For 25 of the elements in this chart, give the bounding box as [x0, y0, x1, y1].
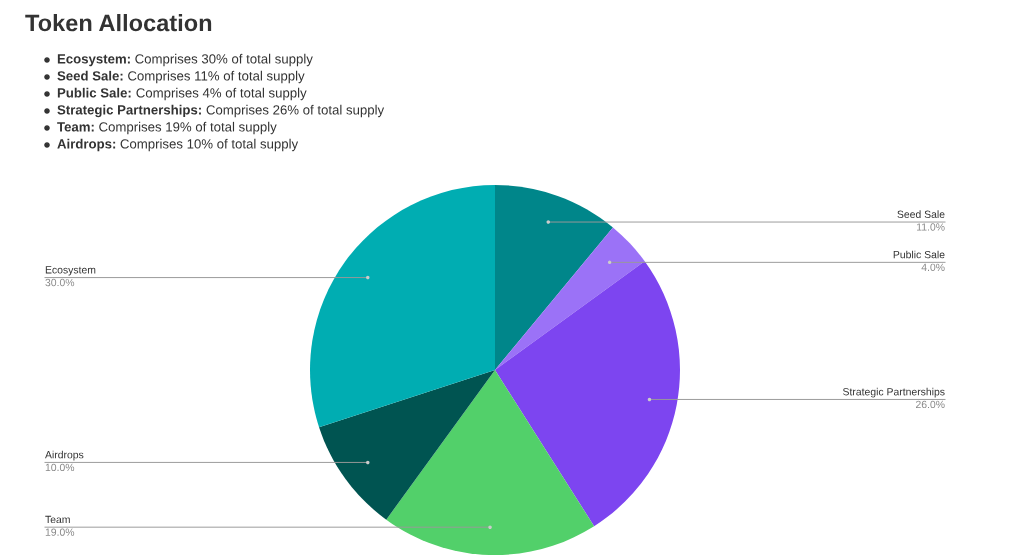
slice-label: Seed Sale: [897, 210, 945, 218]
text: Ecosystem: Comprises 30% of total supply: [57, 53, 313, 67]
data-label: 11.0%: [917, 223, 945, 231]
slice-label: Strategic Partnerships: [843, 387, 945, 398]
data-label: 19.0%: [45, 528, 75, 536]
slice-label: Ecosystem: [45, 266, 96, 276]
chart-title: Token Allocation: [25, 14, 212, 32]
data-label: 26.0%: [915, 400, 945, 409]
text: Public Sale: Comprises 4% of total supply: [57, 87, 307, 101]
pie-slice: [319, 370, 495, 520]
pie-slice: [310, 185, 495, 428]
text: Team: Comprises 19% of total supply: [57, 121, 277, 135]
text: Strategic Partnerships: Comprises 26% of total supply: [57, 104, 385, 118]
pie-slice: [495, 185, 613, 370]
pie-slice: [495, 261, 680, 527]
text: Airdrops: Comprises 10% of total supply: [57, 138, 299, 152]
slice-label: Airdrops: [45, 450, 84, 461]
slice-label: Public Sale: [893, 250, 945, 259]
data-label: 10.0%: [45, 463, 75, 472]
text: Seed Sale: Comprises 11% of total supply: [57, 70, 305, 84]
pie-slice: [495, 227, 645, 370]
data-label: 30.0%: [45, 278, 75, 287]
slice-label: Team: [45, 515, 70, 524]
pie-slice: [386, 370, 595, 555]
data-label: 4.0%: [921, 263, 945, 272]
